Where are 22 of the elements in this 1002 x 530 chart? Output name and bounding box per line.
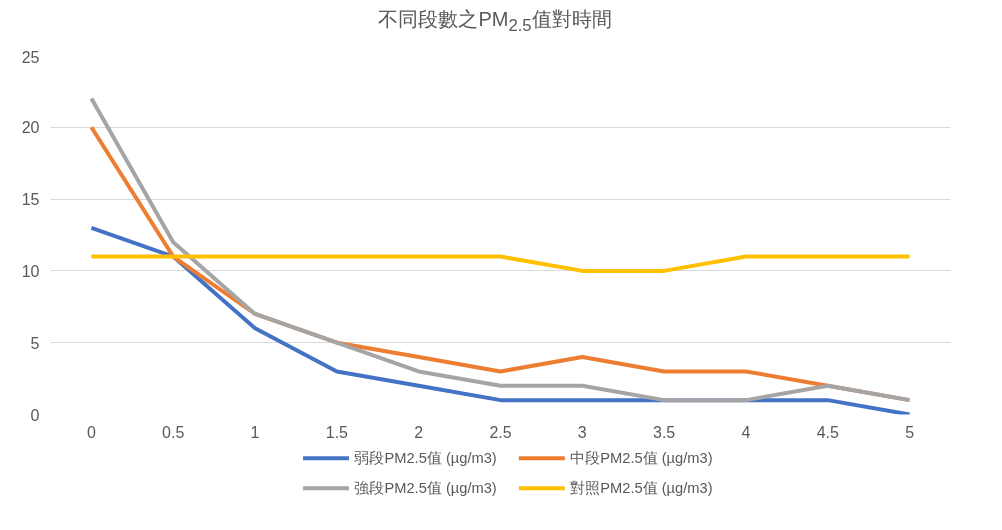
y-tick-label: 0 (30, 406, 40, 424)
x-tick-label: 3 (577, 423, 587, 441)
y-tick-label: 10 (21, 262, 40, 280)
x-tick-label: 5 (905, 423, 915, 441)
legend-label: 弱段PM2.5值 (µg/m3) (354, 450, 497, 467)
x-tick-label: 2.5 (489, 423, 512, 441)
x-tick-label: 1.5 (325, 423, 349, 441)
x-tick-label: 2 (414, 423, 424, 441)
x-tick-label: 4.5 (816, 423, 839, 441)
y-tick-label: 15 (21, 191, 40, 209)
y-tick-label: 5 (30, 334, 40, 352)
x-tick-label: 3.5 (653, 423, 676, 441)
y-tick-label: 20 (21, 119, 40, 137)
legend-label: 對照PM2.5值 (µg/m3) (570, 480, 713, 497)
x-tick-label: 0.5 (162, 423, 185, 441)
y-tick-label: 25 (21, 48, 40, 66)
x-tick-label: 4 (741, 423, 751, 441)
x-tick-label: 1 (250, 423, 260, 441)
x-tick-label: 0 (86, 423, 96, 441)
legend-label: 強段PM2.5值 (µg/m3) (354, 480, 497, 497)
legend-label: 中段PM2.5值 (µg/m3) (570, 450, 713, 467)
chart-title: 不同段數之PM$_{2.5}$值對時間 (377, 7, 613, 37)
